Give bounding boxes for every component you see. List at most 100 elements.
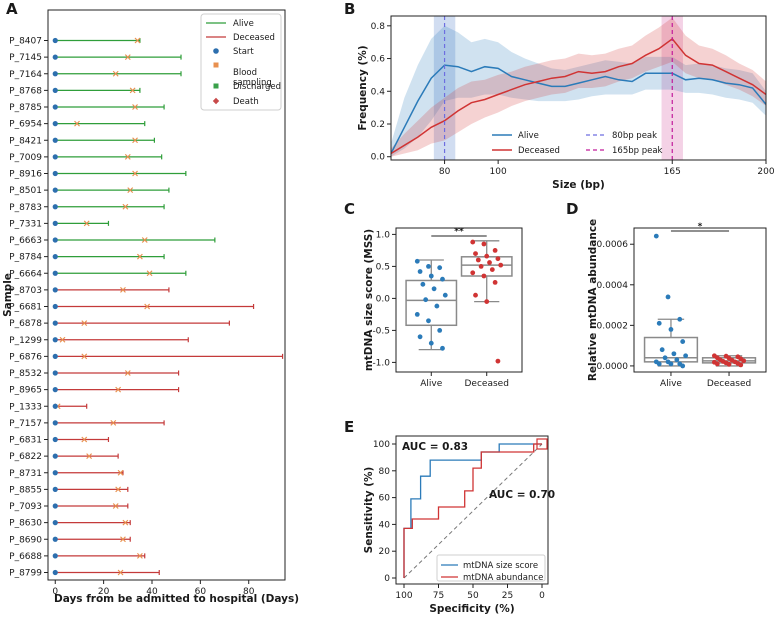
blood-sampling-marker bbox=[117, 469, 124, 476]
sample-row: P_8784 bbox=[9, 253, 165, 263]
legend-box bbox=[200, 13, 282, 111]
x-axis-label: Size (bp) bbox=[552, 179, 605, 191]
y-tick-label: 60 bbox=[379, 494, 391, 504]
start-marker bbox=[52, 303, 58, 310]
start-marker bbox=[52, 237, 58, 243]
series-line bbox=[390, 64, 767, 154]
y-axis-label: Sample bbox=[2, 273, 14, 317]
series-line bbox=[390, 37, 767, 155]
data-point bbox=[674, 357, 680, 363]
data-point bbox=[414, 258, 420, 264]
data-point bbox=[492, 248, 498, 253]
blood-sampling-marker bbox=[124, 153, 131, 160]
sample-label: P_8784 bbox=[9, 253, 42, 263]
sample-row: P_7331 bbox=[9, 219, 110, 229]
sample-row: P_8785 bbox=[9, 103, 165, 113]
y-tick-label: 100 bbox=[373, 440, 390, 450]
y-tick-label: 0.0002 bbox=[597, 321, 629, 331]
auc-label: AUC = 0.70 bbox=[489, 489, 555, 501]
auc-label: AUC = 0.83 bbox=[402, 441, 468, 453]
sample-row: P_8768 bbox=[9, 86, 141, 96]
sample-row: P_8421 bbox=[9, 136, 156, 146]
box-group bbox=[405, 258, 458, 351]
legend-label: Discharged bbox=[233, 82, 281, 92]
sample-label: P_8783 bbox=[9, 203, 42, 213]
panel-b-axes bbox=[390, 15, 767, 161]
legend-square-swatch bbox=[213, 83, 219, 89]
x-tick-label: 50 bbox=[467, 591, 479, 601]
sample-label: P_8916 bbox=[9, 170, 42, 180]
sample-row: P_8799 bbox=[9, 569, 160, 579]
start-marker bbox=[52, 87, 58, 93]
sample-label: P_6688 bbox=[9, 552, 42, 562]
data-point bbox=[481, 273, 487, 279]
x-tick-label: 80 bbox=[439, 167, 451, 177]
start-marker bbox=[52, 420, 58, 426]
blood-sampling-marker bbox=[124, 54, 131, 61]
sample-label: P_7093 bbox=[9, 502, 42, 512]
y-tick-label: 0.8 bbox=[371, 22, 386, 32]
sample-label: P_8532 bbox=[9, 369, 42, 379]
sample-row: P_6831 bbox=[9, 436, 110, 446]
data-point bbox=[489, 267, 495, 272]
sample-row: P_6822 bbox=[9, 452, 119, 462]
panel-letter-b: B bbox=[344, 0, 355, 18]
roc-curve bbox=[403, 443, 542, 578]
panel-e-axes bbox=[395, 435, 549, 585]
start-marker bbox=[52, 320, 58, 326]
start-marker bbox=[52, 37, 58, 44]
panel-d-axes bbox=[633, 227, 767, 373]
sample-label: P_8785 bbox=[9, 103, 42, 113]
blood-sampling-marker bbox=[110, 419, 117, 426]
legend-label: Alive bbox=[518, 131, 539, 141]
start-marker bbox=[52, 536, 58, 542]
start-marker bbox=[52, 154, 58, 160]
start-marker bbox=[52, 403, 58, 409]
sample-label: P_6876 bbox=[9, 352, 42, 362]
data-point bbox=[434, 303, 440, 309]
blood-sampling-marker bbox=[112, 503, 119, 509]
y-axis-label: mtDNA size score (MSS) bbox=[363, 229, 375, 371]
data-point bbox=[437, 328, 443, 333]
x-tick-label: 200 bbox=[757, 167, 774, 177]
start-marker bbox=[52, 337, 58, 343]
data-point bbox=[668, 361, 674, 367]
data-point bbox=[677, 316, 683, 322]
blood-sampling-marker bbox=[122, 203, 129, 210]
start-marker bbox=[52, 254, 58, 260]
blood-sampling-marker bbox=[132, 104, 138, 110]
start-marker bbox=[52, 54, 58, 60]
blood-sampling-marker bbox=[136, 253, 143, 260]
data-point bbox=[484, 299, 490, 304]
data-point bbox=[484, 253, 490, 259]
x-tick-label: 40 bbox=[146, 587, 158, 597]
data-point bbox=[653, 233, 659, 239]
blood-sampling-marker bbox=[112, 70, 119, 77]
start-marker bbox=[52, 569, 58, 576]
y-axis-label: Relative mtDNA abundance bbox=[587, 219, 599, 381]
sample-label: P_8421 bbox=[9, 136, 42, 146]
y-tick-label: -0.5 bbox=[372, 326, 390, 336]
data-point bbox=[420, 281, 426, 287]
data-point bbox=[495, 256, 501, 262]
y-tick-label: 0.0000 bbox=[597, 362, 629, 372]
sample-row: P_6663 bbox=[9, 236, 216, 246]
data-point bbox=[470, 239, 476, 245]
data-point bbox=[481, 241, 487, 247]
panel-letter-a: A bbox=[6, 0, 18, 18]
sample-row: P_1299 bbox=[9, 336, 189, 346]
legend: mtDNA size score mtDNA abundance bbox=[436, 554, 546, 583]
legend: Alive Deceased Start Blood samplingDischarge… bbox=[200, 13, 282, 111]
sample-row: P_6876 bbox=[9, 352, 284, 362]
panel-e: E 100 75 50 25 0 0 20 40 60 80 100 Specificity (%) Se… bbox=[344, 418, 555, 615]
x-tick-label: 60 bbox=[195, 587, 207, 597]
sample-row: P_8965 bbox=[9, 386, 180, 396]
sample-row: P_6664 bbox=[9, 269, 187, 279]
panel-d: D Alive Deceased 0.0000 0.0002 0.0004 0.0006 * R… bbox=[566, 200, 767, 389]
data-point bbox=[426, 318, 431, 324]
sample-label: P_1299 bbox=[9, 336, 42, 346]
y-tick-label: 1.0 bbox=[376, 230, 391, 240]
y-tick-label: 0.0004 bbox=[597, 281, 629, 291]
data-point bbox=[668, 327, 674, 332]
blood-sampling-marker bbox=[141, 237, 148, 243]
